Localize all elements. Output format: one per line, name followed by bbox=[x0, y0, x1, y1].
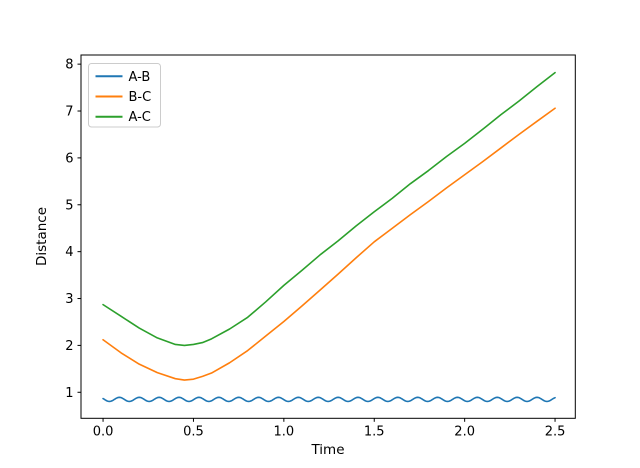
y-tick-label: 4 bbox=[65, 245, 73, 260]
x-axis-label: Time bbox=[310, 442, 344, 458]
legend-item-A-B: A-B bbox=[95, 70, 151, 85]
legend-label-A-C: A-C bbox=[129, 110, 151, 125]
y-tick-label: 7 bbox=[65, 105, 73, 120]
y-tick-label: 2 bbox=[65, 339, 73, 354]
series-group bbox=[102, 71, 556, 403]
y-tick-label: 1 bbox=[65, 386, 73, 401]
series-line-B-C bbox=[102, 107, 556, 381]
plot-area bbox=[81, 55, 576, 419]
x-tick-label: 0.0 bbox=[93, 424, 114, 439]
y-axis-ticks: 1 2 3 4 5 6 7 8 bbox=[65, 58, 81, 401]
legend: A-B B-C A-C bbox=[88, 63, 161, 128]
x-tick-label: 0.5 bbox=[183, 424, 204, 439]
series-line-A-B bbox=[102, 396, 556, 403]
legend-label-B-C: B-C bbox=[129, 90, 152, 105]
x-tick-label: 1.5 bbox=[364, 424, 385, 439]
plot-border bbox=[80, 54, 576, 419]
x-tick-label: 2.0 bbox=[454, 424, 475, 439]
legend-box bbox=[88, 63, 161, 128]
y-tick-label: 3 bbox=[65, 292, 73, 307]
legend-item-B-C: B-C bbox=[95, 90, 152, 105]
legend-label-A-B: A-B bbox=[129, 70, 151, 85]
x-axis-ticks: 0.0 0.5 1.0 1.5 2.0 2.5 bbox=[93, 418, 566, 439]
y-tick-label: 6 bbox=[65, 151, 73, 166]
legend-item-A-C: A-C bbox=[95, 110, 151, 125]
series-line-A-C bbox=[102, 71, 556, 347]
x-tick-label: 2.5 bbox=[545, 424, 566, 439]
x-tick-label: 1.0 bbox=[274, 424, 295, 439]
y-axis-label: Distance bbox=[34, 207, 50, 266]
y-tick-label: 5 bbox=[65, 198, 73, 213]
y-tick-label: 8 bbox=[65, 58, 73, 73]
